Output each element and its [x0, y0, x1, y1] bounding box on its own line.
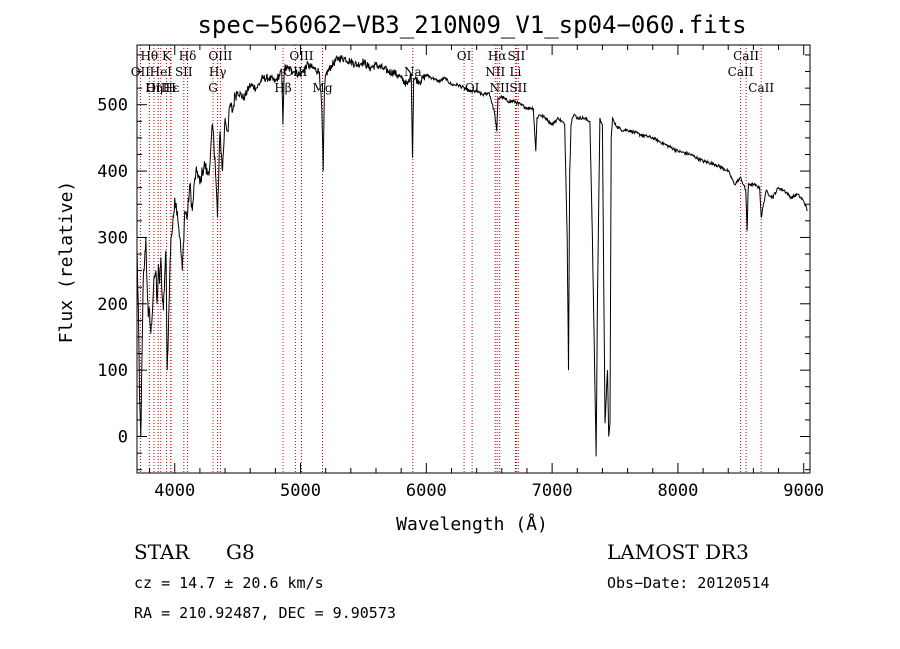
obs-date-text: Obs−Date: 20120514	[607, 574, 770, 592]
line-marker-label: CaII	[728, 65, 754, 79]
y-tick-label: 200	[97, 295, 128, 315]
y-axis-label: Flux (relative)	[56, 181, 77, 344]
line-marker-label: NII	[485, 65, 505, 79]
line-marker-label: K	[162, 49, 172, 63]
line-marker-label: SII	[508, 49, 526, 63]
line-marker-label: Hβ	[274, 81, 291, 95]
spectrum-line	[136, 54, 808, 457]
x-axis: 4000 5000 6000 7000 8000 9000	[149, 45, 824, 501]
line-marker-label: G	[208, 81, 218, 95]
line-marker-label: OIII	[208, 49, 232, 63]
x-tick-label: 5000	[280, 481, 321, 501]
line-marker-label: CaII	[733, 49, 759, 63]
x-tick-label: 4000	[154, 481, 195, 501]
plot-frame	[136, 44, 811, 474]
x-tick-label: 6000	[406, 481, 447, 501]
redshift-text: cz = 14.7 ± 20.6 km/s	[134, 574, 324, 592]
coordinates-text: RA = 210.92487, DEC = 9.90573	[134, 604, 396, 622]
line-marker-label: Mg	[313, 81, 333, 95]
x-tick-label: 7000	[532, 481, 573, 501]
line-marker-label: Hθ	[140, 49, 158, 63]
line-marker-label: Hδ	[179, 49, 197, 63]
object-class: STAR	[134, 540, 190, 564]
line-marker-label: Na	[404, 65, 422, 79]
y-tick-label: 400	[97, 162, 128, 182]
line-marker-label: Hη	[145, 81, 163, 95]
line-marker-label: SII	[175, 65, 193, 79]
line-marker-label: Hα	[488, 49, 507, 63]
x-tick-label: 8000	[657, 481, 698, 501]
y-tick-label: 500	[97, 96, 128, 116]
line-marker-label: CaII	[748, 81, 774, 95]
line-marker-label: SII	[509, 81, 527, 95]
line-marker-label: OI	[457, 49, 472, 63]
line-marker-label: H	[165, 81, 175, 95]
y-axis: 0 100 200 300 400 500	[97, 54, 810, 471]
chart-title: spec−56062−VB3_210N09_V1_sp04−060.fits	[197, 11, 746, 39]
line-marker-label: Hγ	[209, 65, 227, 79]
y-tick-label: 0	[118, 428, 128, 448]
line-marker-label: NII	[490, 81, 510, 95]
emission-line-markers	[139, 45, 762, 473]
y-tick-label: 100	[97, 361, 128, 381]
survey-name: LAMOST DR3	[607, 540, 749, 564]
line-marker-label: OIII	[146, 81, 170, 95]
x-axis-label: Wavelength (Å)	[396, 513, 548, 535]
x-tick-label: 9000	[783, 481, 824, 501]
line-marker-label: Li	[509, 65, 521, 79]
line-marker-label: HeI	[150, 65, 173, 79]
spectral-subclass: G8	[226, 540, 255, 564]
y-tick-label: 300	[97, 228, 128, 248]
line-marker-label: Hε	[163, 81, 180, 95]
line-marker-label: OIII	[289, 49, 313, 63]
